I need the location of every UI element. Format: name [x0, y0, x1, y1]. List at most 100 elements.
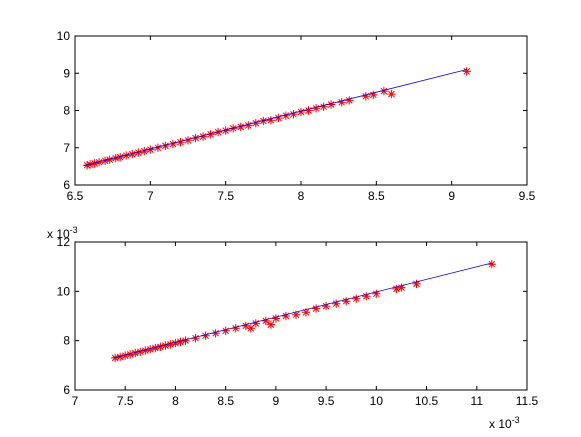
- data-point-marker: [191, 133, 200, 143]
- x-tick-label: 8.5: [217, 394, 234, 408]
- x-tick-label: 8: [172, 394, 179, 408]
- data-point-marker: [171, 338, 180, 348]
- x-tick-label: 11: [471, 394, 484, 408]
- y-tick-label: 10: [57, 29, 71, 43]
- x-tick-label: 7.5: [217, 189, 234, 203]
- data-point-marker: [136, 347, 145, 356]
- data-point-marker: [116, 352, 125, 362]
- data-point-marker: [181, 336, 190, 345]
- data-point-marker: [326, 100, 336, 109]
- x-tick-label: 7: [72, 394, 79, 408]
- data-point-marker: [221, 326, 230, 335]
- data-point-marker: [156, 342, 165, 351]
- data-point-marker: [231, 324, 240, 333]
- data-point-marker: [111, 154, 120, 163]
- y-tick-label: 7: [63, 141, 70, 155]
- data-point-marker: [311, 104, 321, 113]
- data-point-marker: [281, 111, 291, 120]
- x-tick-label: 8.5: [368, 189, 385, 203]
- data-point-marker: [289, 110, 298, 119]
- x-tick-label: 10.5: [415, 394, 439, 408]
- data-point-marker: [100, 156, 110, 165]
- x-multiplier-base: x 10: [489, 417, 512, 431]
- data-point-marker: [116, 152, 125, 162]
- data-point-marker: [90, 159, 99, 168]
- data-point-marker: [131, 348, 140, 358]
- data-point-marker: [244, 121, 253, 130]
- x-tick-label: 9.5: [318, 394, 335, 408]
- data-point-marker: [361, 92, 370, 101]
- data-point-marker: [319, 102, 328, 111]
- y-tick-label: 6: [63, 178, 70, 192]
- data-point-marker: [387, 89, 396, 99]
- data-point-marker: [369, 90, 378, 100]
- data-point-marker: [266, 116, 276, 125]
- data-point-marker: [251, 319, 260, 328]
- data-point-marker: [176, 337, 185, 347]
- x-multiplier-label: x 10-3: [489, 415, 520, 431]
- data-point-marker: [140, 146, 149, 156]
- data-point-marker: [241, 321, 250, 331]
- data-point-marker: [161, 341, 170, 350]
- data-point-marker: [251, 119, 260, 128]
- data-point-marker: [337, 98, 346, 107]
- top-scatter-plot: 6.5 7 7.5 8 8.5 9 9.5 6 7 8 9 10: [57, 29, 536, 203]
- data-point-marker: [146, 345, 155, 354]
- data-point-marker: [166, 340, 175, 349]
- x-tick-label: 9.5: [519, 189, 536, 203]
- data-point-marker: [211, 329, 220, 338]
- data-point-marker: [111, 353, 120, 363]
- y-tick-label: 6: [63, 383, 70, 397]
- data-point-marker: [462, 67, 471, 76]
- x-tick-label: 9: [273, 394, 280, 408]
- data-point-marker: [342, 297, 351, 306]
- axes-box: [74, 241, 528, 391]
- data-point-marker: [206, 130, 215, 139]
- data-point-marker: [281, 311, 291, 321]
- y-tick-label: 8: [63, 104, 70, 118]
- y-multiplier-exponent: -3: [70, 225, 78, 235]
- data-point-marker: [122, 151, 131, 160]
- data-point-marker: [321, 301, 331, 311]
- data-point-marker: [311, 304, 321, 313]
- data-point-marker: [412, 279, 421, 289]
- data-point-marker: [379, 86, 389, 96]
- data-point-marker: [397, 283, 406, 292]
- data-point-marker: [236, 122, 245, 132]
- y-tick-label: 8: [63, 334, 70, 348]
- x-tick-label: 9: [448, 189, 455, 203]
- data-point-marker: [372, 289, 381, 298]
- data-point-marker: [126, 350, 135, 359]
- data-point-marker: [183, 136, 193, 145]
- y-tick-label: 10: [57, 284, 71, 298]
- data-point-marker: [345, 96, 354, 105]
- data-point-marker: [176, 138, 185, 147]
- data-point-marker: [161, 141, 170, 151]
- y-tick-label: 12: [57, 235, 71, 249]
- data-point-marker: [304, 106, 313, 115]
- data-point-marker: [153, 143, 163, 152]
- data-point-marker: [392, 284, 401, 294]
- plot-area: [111, 260, 496, 363]
- x-tick-label: 8: [298, 189, 305, 203]
- data-point-marker: [487, 260, 496, 269]
- data-point-marker: [128, 149, 137, 159]
- data-point-marker: [221, 126, 230, 135]
- data-point-marker: [296, 107, 306, 117]
- data-point-marker: [168, 139, 178, 149]
- fit-line: [83, 69, 467, 167]
- data-point-marker: [141, 346, 150, 355]
- x-tick-label: 7: [147, 189, 154, 203]
- data-point-marker: [146, 145, 155, 154]
- x-tick-label: 6.5: [67, 189, 84, 203]
- data-point-marker: [261, 316, 270, 326]
- data-point-marker: [191, 334, 200, 343]
- y-multiplier-label: x 10-3: [47, 225, 78, 241]
- data-point-marker: [134, 148, 143, 157]
- data-point-marker: [301, 308, 311, 317]
- data-point-marker: [266, 320, 276, 329]
- data-point-marker: [332, 299, 341, 308]
- data-point-marker: [198, 132, 208, 141]
